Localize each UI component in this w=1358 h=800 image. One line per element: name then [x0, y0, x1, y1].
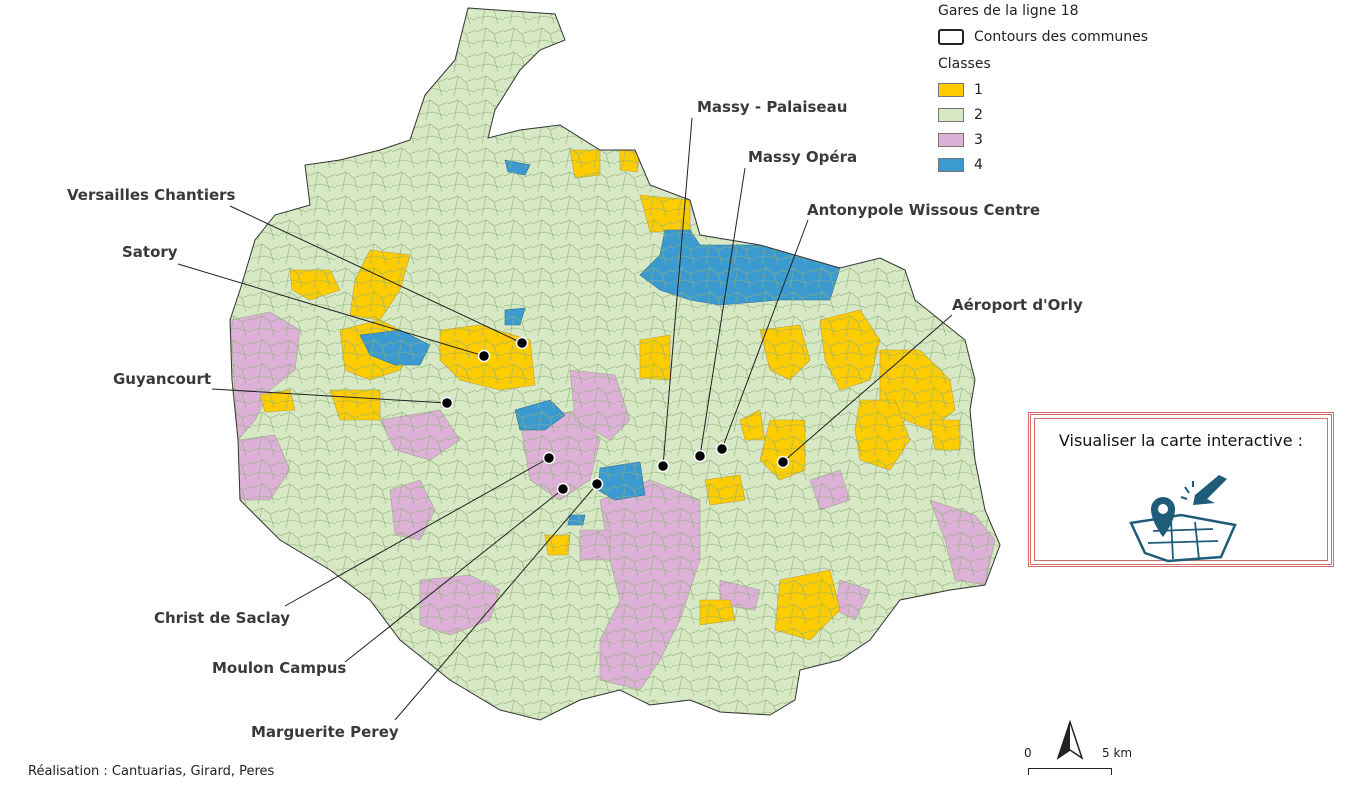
station-marker	[715, 442, 729, 456]
leader-lines	[177, 117, 953, 721]
class-2-label: 2	[974, 106, 983, 123]
class-4-swatch	[938, 157, 964, 172]
station-marker	[515, 336, 529, 350]
legend-class-2: 2	[938, 102, 1148, 127]
station-label: Versailles Chantiers	[67, 186, 236, 204]
station-label: Christ de Saclay	[154, 609, 291, 627]
class-4-label: 4	[974, 156, 983, 173]
station-label: Moulon Campus	[212, 659, 347, 677]
station-label: Massy Opéra	[748, 148, 858, 166]
leader-line	[782, 314, 953, 463]
station-label: Guyancourt	[113, 370, 212, 388]
scale-start: 0	[1024, 746, 1032, 760]
station-marker	[556, 482, 570, 496]
station-marker	[776, 455, 790, 469]
leader-line	[394, 483, 598, 721]
station-label: Aéroport d'Orly	[952, 296, 1083, 314]
legend-class-4: 4	[938, 152, 1148, 177]
station-label: Antonypole Wissous Centre	[807, 201, 1041, 219]
scale-end: 5 km	[1102, 746, 1133, 760]
credit: Réalisation : Cantuarias, Girard, Peres	[28, 764, 275, 779]
station-marker	[656, 459, 670, 473]
interactive-map-link[interactable]: Visualiser la carte interactive :	[1028, 412, 1334, 567]
leader-line	[229, 205, 523, 344]
station-marker	[477, 349, 491, 363]
station-marker	[590, 477, 604, 491]
station-label: Massy - Palaiseau	[697, 98, 848, 116]
leader-line	[662, 117, 693, 467]
legend-classes-title: Classes	[938, 56, 991, 72]
class-1-swatch	[938, 82, 964, 97]
legend-communes: Contours des communes	[938, 24, 1148, 49]
leader-line	[344, 488, 564, 663]
commune-borders	[230, 8, 1000, 720]
class-1-label: 1	[974, 81, 983, 98]
station-marker	[542, 451, 556, 465]
legend-stations-title: Gares de la ligne 18	[938, 3, 1079, 19]
legend-class-3: 3	[938, 127, 1148, 152]
interactive-map-label: Visualiser la carte interactive :	[1058, 431, 1304, 450]
station-marker	[440, 396, 454, 410]
class-2-swatch	[938, 107, 964, 122]
legend-communes-label: Contours des communes	[974, 28, 1149, 45]
communes-swatch	[938, 28, 964, 45]
station-label: Marguerite Perey	[251, 723, 399, 741]
class-3-label: 3	[974, 131, 983, 148]
leader-line	[284, 457, 550, 607]
station-marker	[693, 449, 707, 463]
station-label: Satory	[122, 243, 178, 261]
map-pin-icon	[1129, 475, 1237, 563]
legend: Gares de la ligne 18 Contours des commun…	[938, 0, 1148, 177]
scale-line	[1028, 768, 1112, 775]
legend-class-1: 1	[938, 77, 1148, 102]
class-3-swatch	[938, 132, 964, 147]
leader-line	[177, 263, 485, 357]
leader-line	[721, 219, 809, 450]
north-arrow-icon	[1056, 720, 1084, 760]
leader-line	[699, 167, 746, 457]
station-markers	[440, 336, 790, 496]
scale-bar: 0 5 km	[1020, 718, 1140, 778]
leader-line	[211, 388, 448, 404]
